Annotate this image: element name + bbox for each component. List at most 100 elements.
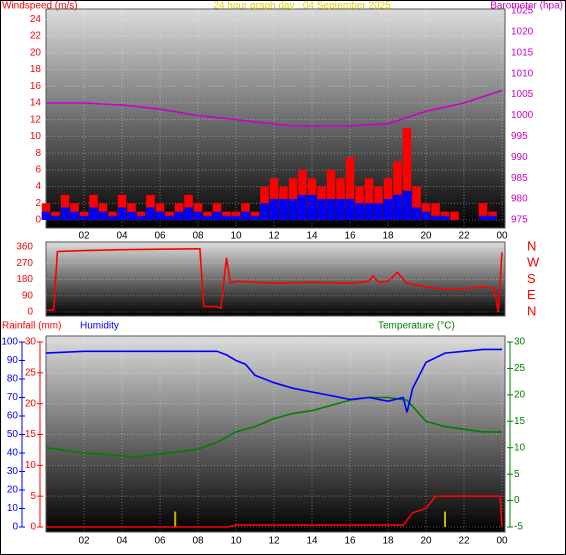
y-tick-label: 25: [25, 367, 37, 378]
y-tick-label: 70: [7, 392, 19, 403]
y-tick-label: 30: [514, 337, 526, 348]
y-tick-label: 16: [30, 81, 42, 92]
y-tick-label: 4: [35, 181, 41, 192]
y-tick-label: 1005: [511, 89, 534, 100]
series-line: [45, 396, 502, 459]
y-tick-label: 995: [511, 131, 528, 142]
bar: [431, 203, 440, 220]
series-line: [46, 89, 503, 127]
y-tick-label: 1025: [511, 6, 534, 17]
y-tick-label: 90: [22, 290, 34, 301]
x-tick-label: 12: [268, 231, 280, 242]
bar: [364, 178, 374, 220]
x-tick-label: 18: [382, 231, 394, 242]
bar: [250, 215, 260, 220]
bar: [336, 199, 345, 220]
bar: [174, 211, 184, 220]
bar: [412, 207, 421, 220]
bar: [89, 194, 98, 220]
y-tick-label: 180: [16, 274, 33, 285]
x-tick-label: 02: [78, 231, 90, 242]
bar: [412, 186, 421, 220]
x-tick-label: 10: [230, 231, 242, 242]
x-tick-label: 06: [154, 231, 166, 242]
bar: [450, 211, 459, 220]
bar: [117, 207, 127, 220]
bar: [222, 215, 231, 220]
bar: [41, 211, 51, 220]
y-tick-label: 50: [7, 429, 19, 440]
bar: [108, 215, 117, 220]
chart-title: 24 hour graph day : 04 September 2025: [213, 1, 391, 12]
x-tick-label: 06: [154, 536, 166, 547]
bar: [421, 211, 431, 220]
axis-title: Temperature (°C): [378, 321, 455, 332]
bar: [60, 207, 70, 220]
bar: [70, 211, 79, 220]
bar: [127, 211, 136, 220]
x-tick-label: 16: [344, 536, 356, 547]
axis-title: Windspeed (m/s): [2, 1, 78, 12]
y-tick-label: 0: [27, 307, 33, 318]
bar: [184, 207, 193, 220]
axis-title: Rainfall (mm): [2, 321, 61, 332]
bar: [402, 128, 412, 220]
bar: [431, 215, 440, 220]
bar: [364, 203, 374, 220]
x-tick-label: 20: [420, 231, 432, 242]
y-tick-label: 30: [25, 337, 37, 348]
bar: [288, 199, 298, 220]
x-tick-label: 14: [306, 231, 318, 242]
y-tick-label: 360: [16, 242, 33, 253]
bar: [136, 215, 146, 220]
bar: [174, 511, 177, 527]
bar: [279, 199, 288, 220]
bar: [402, 190, 412, 220]
y-tick-label: E: [527, 287, 536, 302]
y-tick-label: 980: [511, 194, 528, 205]
bar: [146, 207, 155, 220]
y-tick-label: 5: [30, 491, 36, 502]
y-tick-label: 100: [1, 337, 18, 348]
axis-title: Humidity: [80, 321, 119, 332]
y-tick-label: 24: [30, 14, 42, 25]
y-tick-label: 990: [511, 152, 528, 163]
y-tick-label: 14: [30, 98, 42, 109]
bar: [260, 203, 269, 220]
y-tick-label: 0: [30, 522, 36, 533]
y-tick-label: 25: [514, 363, 526, 374]
bar: [193, 211, 203, 220]
bar: [117, 194, 127, 220]
y-tick-label: 90: [7, 355, 19, 366]
y-tick-label: -5: [514, 522, 523, 533]
bar: [212, 211, 222, 220]
panel-background: [45, 335, 506, 533]
bar: [345, 157, 355, 220]
y-tick-label: 20: [30, 47, 42, 58]
panel-background: [45, 241, 506, 317]
y-tick-label: 20: [25, 398, 37, 409]
y-tick-label: 1000: [511, 110, 534, 121]
y-tick-label: 40: [7, 448, 19, 459]
y-tick-label: 12: [30, 114, 42, 125]
bar: [326, 169, 336, 220]
bar: [383, 199, 393, 220]
bar: [89, 207, 98, 220]
series-line: [46, 495, 503, 528]
bar: [374, 203, 383, 220]
y-tick-label: 8: [35, 148, 41, 159]
y-tick-label: 15: [25, 429, 37, 440]
bar: [444, 511, 446, 527]
series-line: [45, 348, 502, 413]
x-tick-label: 22: [458, 231, 470, 242]
bar: [317, 199, 326, 220]
x-tick-label: 16: [344, 231, 356, 242]
bar: [203, 215, 212, 220]
bar: [231, 215, 241, 220]
y-tick-label: 20: [7, 485, 19, 496]
bar: [488, 215, 497, 220]
y-tick-label: 80: [7, 374, 19, 385]
bar: [51, 215, 60, 220]
y-tick-label: 270: [16, 258, 33, 269]
